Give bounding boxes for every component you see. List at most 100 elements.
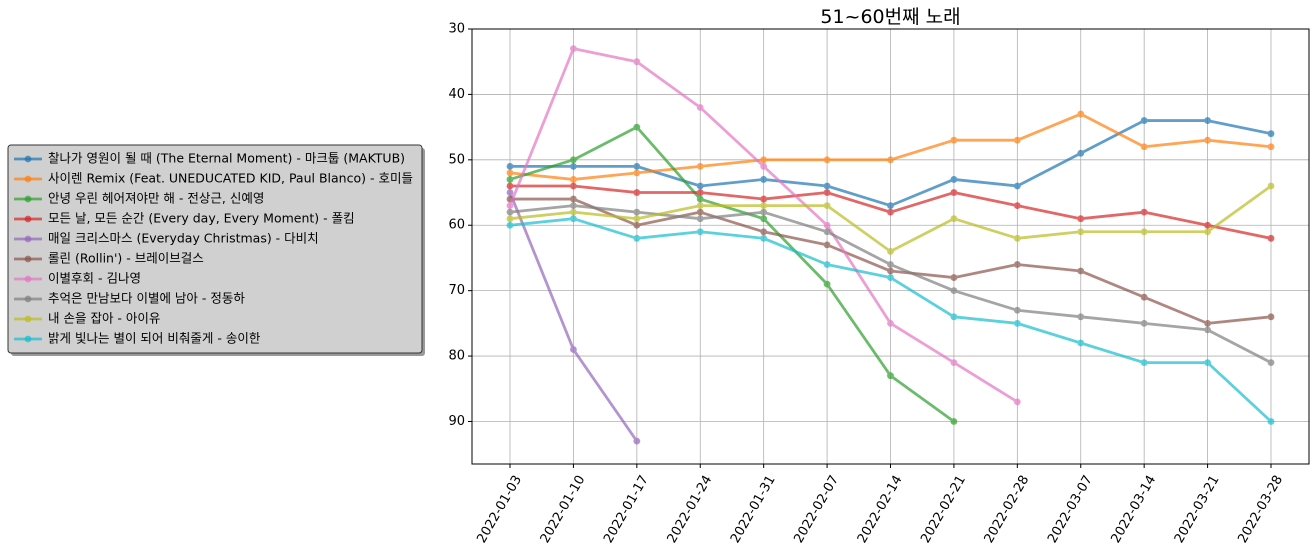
data-point — [1204, 117, 1211, 124]
legend-marker — [24, 275, 32, 283]
legend-marker — [24, 235, 32, 243]
legend-marker — [24, 255, 32, 263]
data-point — [887, 156, 894, 164]
legend-item: 안녕 우린 헤어져야만 해 - 전상근, 신예영 — [14, 191, 264, 206]
series-8 — [506, 202, 1275, 367]
x-tick-label: 2022-01-17 — [601, 473, 652, 546]
data-point — [887, 319, 894, 327]
data-point — [633, 123, 641, 131]
data-point — [1013, 306, 1021, 314]
series-layer — [506, 45, 1275, 445]
data-point — [1013, 182, 1021, 190]
x-tick-label: 2022-03-14 — [1108, 473, 1159, 546]
data-point — [823, 261, 831, 268]
data-point — [1267, 130, 1275, 138]
data-point — [570, 195, 577, 203]
data-point — [1204, 319, 1211, 327]
x-tick-label: 2022-01-10 — [538, 473, 589, 546]
data-point — [1013, 136, 1021, 144]
data-point — [696, 208, 704, 216]
x-tick-label: 2022-02-28 — [982, 473, 1033, 546]
data-point — [950, 287, 958, 295]
data-point — [887, 202, 894, 210]
data-point — [1077, 228, 1085, 236]
data-point — [506, 221, 514, 229]
data-point — [760, 162, 768, 170]
data-point — [1267, 143, 1275, 151]
data-point — [570, 156, 577, 164]
legend-item: 찰나가 영원이 될 때 (The Eternal Moment) - 마크툽 (… — [14, 151, 405, 166]
data-point — [887, 208, 894, 216]
data-point — [1077, 339, 1085, 347]
data-point — [1267, 313, 1275, 321]
x-tick-label: 2022-03-28 — [1235, 473, 1286, 546]
data-point — [1013, 234, 1021, 242]
data-point — [506, 162, 514, 170]
data-point — [1267, 418, 1275, 425]
data-point — [506, 182, 514, 190]
data-point — [570, 215, 577, 223]
data-point — [1013, 398, 1021, 406]
data-point — [570, 208, 577, 216]
data-point — [1267, 234, 1275, 242]
legend-label: 찰나가 영원이 될 때 (The Eternal Moment) - 마크툽 (… — [48, 151, 405, 166]
data-point — [506, 189, 514, 196]
data-point — [506, 208, 514, 216]
y-tick-label: 50 — [448, 152, 465, 167]
data-point — [696, 104, 704, 111]
data-point — [823, 241, 831, 249]
y-tick-label: 90 — [448, 414, 465, 429]
data-point — [1140, 319, 1148, 327]
series-1 — [506, 117, 1275, 210]
data-point — [1077, 215, 1085, 223]
series-5 — [506, 189, 641, 445]
legend-marker — [24, 315, 32, 323]
y-tick-label: 40 — [448, 87, 465, 102]
x-tick-label: 2022-02-14 — [855, 473, 906, 546]
data-point — [1077, 313, 1085, 321]
data-point — [633, 437, 641, 445]
legend-label: 추억은 만남보다 이별에 남아 - 정동하 — [48, 291, 245, 306]
data-point — [1204, 221, 1211, 229]
data-point — [1077, 110, 1085, 118]
data-point — [570, 162, 577, 170]
series-10 — [506, 215, 1275, 425]
x-tick-label: 2022-01-24 — [665, 473, 716, 546]
data-point — [887, 267, 894, 275]
x-tick-label: 2022-01-03 — [474, 473, 525, 546]
data-point — [696, 215, 704, 223]
data-point — [633, 208, 641, 216]
data-point — [950, 189, 958, 196]
data-point — [1077, 267, 1085, 275]
legend-box — [7, 144, 423, 354]
data-point — [950, 215, 958, 223]
data-point — [950, 176, 958, 183]
grid-layer — [472, 28, 1309, 464]
data-point — [760, 208, 768, 216]
series-6 — [506, 195, 1275, 327]
legend-label: 모든 날, 모든 순간 (Every day, Every Moment) - … — [48, 211, 355, 226]
data-point — [823, 228, 831, 236]
legend-marker — [24, 155, 32, 163]
data-point — [633, 162, 641, 170]
series-3 — [506, 123, 958, 425]
data-point — [760, 176, 768, 183]
data-point — [1140, 117, 1148, 124]
legend-label: 사이렌 Remix (Feat. UNEDUCATED KID, Paul Bl… — [48, 171, 413, 186]
data-point — [633, 169, 641, 177]
data-point — [887, 261, 894, 268]
data-point — [570, 346, 577, 353]
y-tick-label: 30 — [448, 22, 465, 37]
data-point — [1140, 143, 1148, 151]
series-4 — [506, 182, 1275, 242]
data-point — [1140, 208, 1148, 216]
y-tick-label: 80 — [448, 349, 465, 364]
data-point — [696, 202, 704, 210]
x-tick-label: 2022-01-31 — [728, 473, 779, 546]
data-point — [570, 182, 577, 190]
data-point — [823, 202, 831, 210]
data-point — [1013, 202, 1021, 210]
data-point — [950, 136, 958, 144]
data-point — [887, 274, 894, 281]
